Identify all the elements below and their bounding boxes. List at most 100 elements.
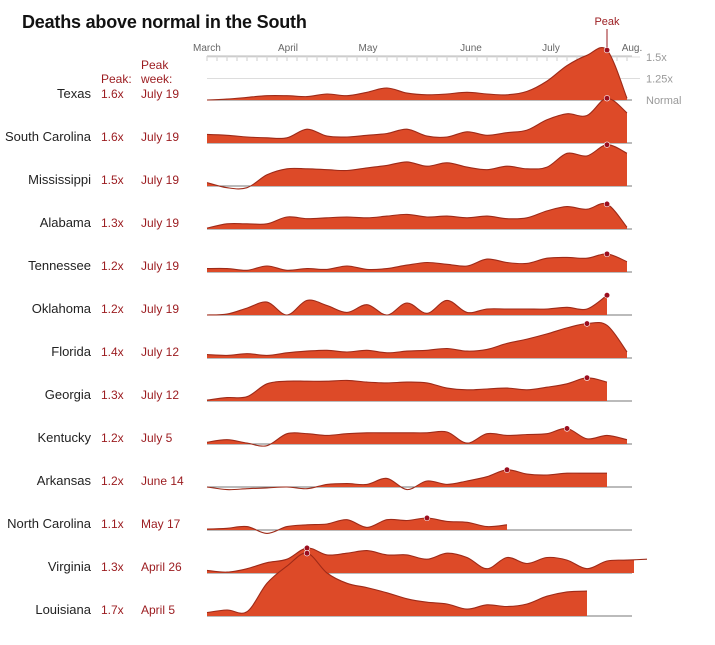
excess-deaths-area (207, 203, 627, 229)
peak-dot (603, 47, 611, 54)
month-label: July (542, 43, 560, 54)
state-row: Texas 1.6x July 19 (57, 47, 632, 101)
excess-deaths-area (207, 469, 607, 487)
peak-week-value: July 19 (141, 130, 179, 144)
excess-deaths-line (206, 547, 648, 573)
state-label: Oklahoma (32, 301, 92, 316)
peak-week-value: June 14 (141, 474, 184, 488)
peak-dot (603, 95, 611, 102)
excess-deaths-area (207, 253, 627, 272)
peak-value: 1.2x (101, 302, 124, 316)
excess-deaths-line (206, 427, 628, 447)
excess-deaths-line (206, 469, 607, 491)
peak-dot (563, 425, 571, 432)
peak-value: 1.3x (101, 560, 124, 574)
state-row: Louisiana 1.7x April 5 (35, 550, 632, 617)
peak-value: 1.5x (101, 173, 124, 187)
y-tick-label: 1.5x (646, 52, 667, 64)
state-label: Mississippi (28, 172, 91, 187)
peak-week-value: July 5 (141, 431, 173, 445)
peak-value: 1.2x (101, 474, 124, 488)
excess-deaths-line (206, 202, 628, 229)
excess-deaths-line (206, 47, 628, 101)
peak-dot (303, 544, 311, 552)
peak-dot (503, 466, 511, 473)
peak-week-value: July 12 (141, 388, 179, 402)
excess-deaths-line (206, 377, 608, 401)
month-label: May (359, 43, 378, 54)
peak-week-value: July 19 (141, 302, 179, 316)
peak-dot (603, 250, 611, 258)
excess-deaths-area (207, 377, 607, 401)
peak-week-column-header: week: (140, 72, 172, 86)
month-axis: March April May June July Aug. (193, 43, 642, 61)
peak-column-header: Peak: (101, 72, 132, 86)
chart-title: Deaths above normal in the South (22, 12, 307, 32)
peak-dot (603, 141, 611, 148)
excess-deaths-area (207, 144, 627, 186)
y-tick-label: Normal (646, 95, 681, 107)
excess-deaths-line (206, 97, 628, 140)
excess-deaths-line (206, 144, 628, 190)
excess-deaths-area (207, 47, 627, 100)
peak-week-value: July 12 (141, 345, 179, 359)
peak-week-value: July 19 (141, 173, 179, 187)
excess-deaths-area (207, 98, 627, 143)
peak-value: 1.4x (101, 345, 124, 359)
state-label: Georgia (45, 387, 92, 402)
state-row: Mississippi 1.5x July 19 (28, 141, 632, 190)
peak-dot (423, 514, 431, 522)
state-row: Florida 1.4x July 12 (51, 320, 632, 359)
excess-deaths-line (206, 321, 628, 356)
state-label: Alabama (40, 215, 92, 230)
excess-deaths-area (207, 428, 627, 444)
state-row: Alabama 1.3x July 19 (40, 200, 632, 230)
peak-value: 1.2x (101, 431, 124, 445)
peak-dot (583, 374, 591, 381)
excess-deaths-line (206, 253, 628, 271)
state-row: Tennessee 1.2x July 19 (28, 250, 632, 273)
excess-deaths-line (206, 552, 588, 614)
peak-dot (603, 200, 611, 208)
excess-deaths-line (206, 294, 608, 316)
state-label: Louisiana (35, 602, 91, 617)
month-label: March (193, 43, 221, 54)
state-label: Texas (57, 86, 91, 101)
state-label: Virginia (48, 559, 92, 574)
state-label: South Carolina (5, 129, 92, 144)
peak-value: 1.2x (101, 259, 124, 273)
peak-week-value: April 5 (141, 603, 175, 617)
state-row: North Carolina 1.1x May 17 (7, 514, 632, 534)
state-row: Oklahoma 1.2x July 19 (32, 292, 632, 316)
excess-deaths-area (207, 548, 634, 573)
month-label: June (460, 43, 482, 54)
state-label: Arkansas (37, 473, 92, 488)
state-label: Florida (51, 344, 92, 359)
peak-week-value: July 19 (141, 87, 179, 101)
peak-value: 1.3x (101, 216, 124, 230)
month-label: Aug. (622, 43, 643, 54)
peak-annotation-label: Peak (594, 16, 620, 28)
peak-dot (303, 550, 311, 557)
peak-week-value: July 19 (141, 259, 179, 273)
peak-value: 1.1x (101, 517, 124, 531)
state-label: Kentucky (38, 430, 92, 445)
peak-dot (583, 320, 591, 327)
peak-value: 1.3x (101, 388, 124, 402)
excess-deaths-area (207, 322, 627, 358)
peak-week-column-header: Peak (141, 58, 169, 72)
excess-deaths-area (207, 553, 587, 616)
peak-week-value: July 19 (141, 216, 179, 230)
excess-deaths-area (207, 517, 507, 530)
excess-deaths-line (206, 517, 508, 534)
state-row: Kentucky 1.2x July 5 (38, 425, 632, 447)
peak-value: 1.6x (101, 87, 124, 101)
state-row: Arkansas 1.2x June 14 (37, 466, 632, 491)
state-row: Georgia 1.3x July 12 (45, 374, 632, 402)
state-label: North Carolina (7, 516, 92, 531)
peak-value: 1.6x (101, 130, 124, 144)
state-row: Virginia 1.3x April 26 (48, 544, 648, 574)
y-tick-label: 1.25x (646, 74, 673, 86)
state-row: South Carolina 1.6x July 19 (5, 95, 632, 144)
